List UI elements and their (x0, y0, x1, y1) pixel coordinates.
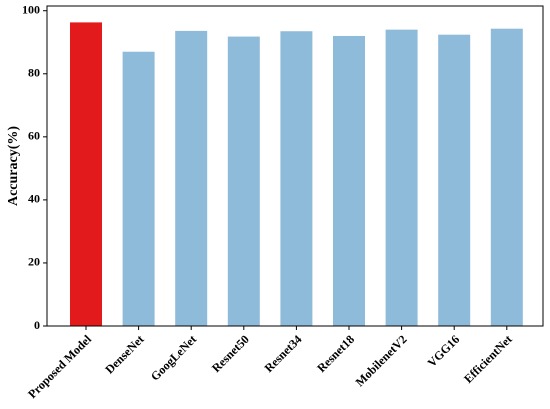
x-tick-label: VGG16 (425, 332, 463, 370)
x-tick-label: Resnet18 (314, 332, 357, 375)
y-tick-label: 100 (22, 2, 40, 16)
y-tick-label: 20 (28, 255, 40, 269)
y-axis-label: Accuracy(%) (6, 126, 21, 206)
x-tick-label: EfficientNet (461, 332, 515, 386)
y-tick-label: 0 (34, 318, 40, 332)
bar (122, 51, 155, 326)
x-tick-label: DenseNet (102, 332, 146, 376)
bar (385, 29, 418, 326)
x-tick-label: GoogLeNet (148, 332, 199, 383)
x-tick-label: Resnet50 (209, 332, 252, 375)
bar (438, 34, 471, 326)
y-tick-label: 80 (28, 66, 40, 80)
bar (280, 31, 313, 326)
y-tick-label: 40 (28, 192, 40, 206)
plot-frame (46, 5, 544, 327)
bar (490, 28, 523, 327)
bar (333, 35, 365, 326)
bar (175, 30, 208, 327)
x-tick-label: Proposed Model (25, 332, 94, 401)
bar (70, 22, 102, 326)
x-tick-label: MobilenetV2 (353, 332, 410, 389)
y-tick-label: 60 (28, 129, 40, 143)
x-tick-label: Resnet34 (262, 332, 305, 375)
bar (227, 36, 260, 327)
